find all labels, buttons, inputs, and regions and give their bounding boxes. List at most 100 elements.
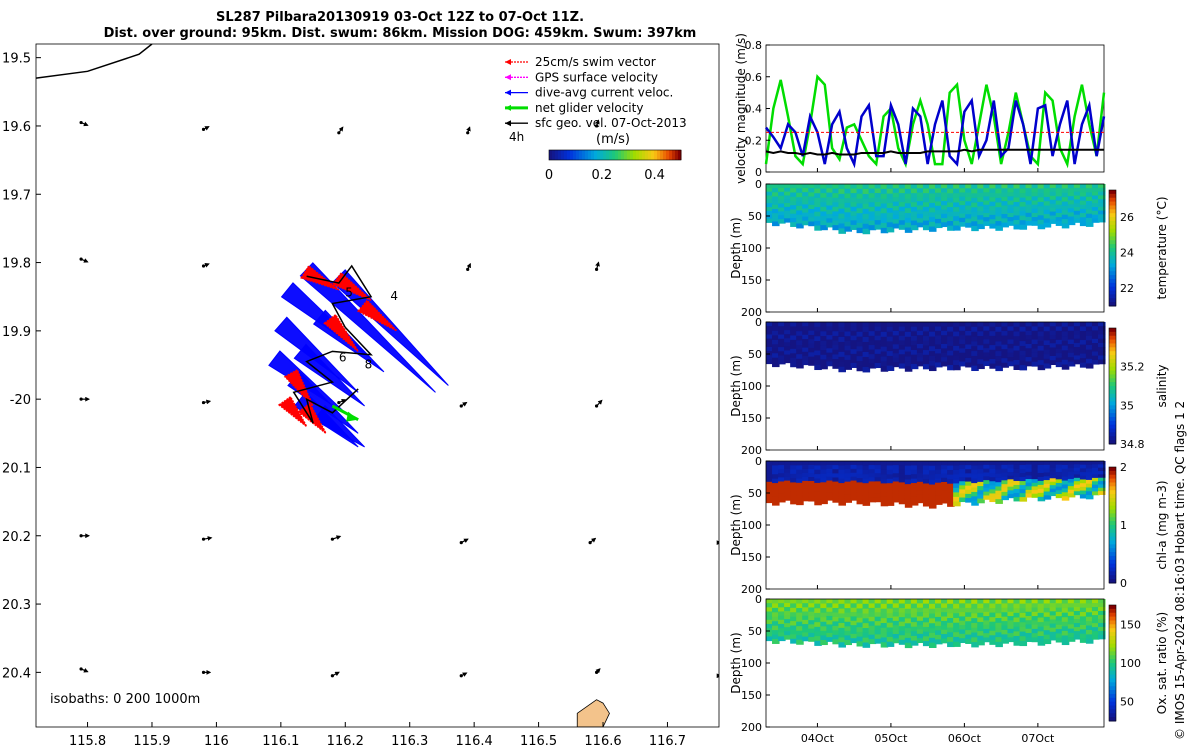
panel-2-cell-30-6	[947, 488, 955, 494]
panel-3-cell-21-0	[892, 599, 901, 604]
panel-0-cell-4-4	[790, 200, 798, 206]
panel-2-cell-32-4	[959, 477, 967, 482]
colorbar-cell-12	[585, 150, 589, 160]
panel-3-cell-18-8	[874, 634, 883, 640]
panel-1-cell-34-8	[971, 360, 979, 367]
panel-2-cell-9-0	[820, 461, 828, 466]
panel-1-y-tick-label-0: 0	[755, 316, 762, 329]
map-y-tick-label-7: 20.2	[2, 530, 31, 545]
panel-3-cell-36-2	[983, 607, 991, 613]
panel-2-cell-25-9	[916, 498, 925, 504]
panel-2-cell-53-8	[1085, 491, 1094, 496]
panel-2-cell-11-3	[832, 473, 840, 478]
panel-2-cell-14-2	[850, 468, 859, 474]
panel-0-cell-32-1	[959, 188, 967, 193]
panel-3-cell-14-2	[850, 607, 859, 613]
panel-3-cell-37-7	[989, 630, 997, 636]
panel-0-cell-21-7	[892, 214, 901, 220]
panel-0-cell-49-0	[1061, 184, 1070, 189]
panel-2-cell-53-6	[1085, 483, 1094, 488]
panel-2-cell-8-3	[814, 474, 822, 480]
panel-2-cell-31-0	[953, 461, 961, 466]
panel-3-cell-34-6	[971, 627, 979, 634]
panel-0-cell-45-2	[1037, 192, 1046, 198]
panel-0-cell-4-6	[790, 209, 798, 215]
panel-2-cell-46-1	[1043, 464, 1052, 470]
panel-2-cell-33-1	[965, 465, 973, 470]
panel-0-cell-33-7	[965, 214, 973, 220]
panel-3-colorbar-cell-14	[1109, 659, 1116, 664]
panel-3-cell-36-7	[983, 628, 991, 634]
panel-3-cell-40-0	[1007, 599, 1015, 604]
panel-3-cell-19-4	[880, 618, 889, 624]
panel-1-cell-34-2	[971, 331, 979, 338]
panel-3-cell-25-9	[916, 638, 925, 644]
panel-0-cell-43-9	[1025, 221, 1034, 226]
panel-1-cell-2-1	[778, 326, 786, 331]
panel-2-cell-15-4	[856, 478, 865, 483]
panel-3-cell-2-1	[778, 603, 786, 608]
panel-1-cell-25-0	[916, 322, 925, 327]
panel-0-cell-10-0	[826, 184, 834, 189]
panel-1-cell-1-9	[772, 362, 780, 368]
track-label-0: 5	[345, 286, 353, 300]
panel-1-cell-20-0	[886, 322, 895, 328]
panel-3-cell-46-1	[1043, 603, 1052, 609]
panel-3-cell-9-0	[820, 599, 828, 605]
panel-1-cell-54-6	[1091, 347, 1100, 352]
panel-2-cell-29-9	[941, 498, 949, 504]
panel-1-cell-31-5	[953, 345, 961, 352]
panel-0-cell-45-6	[1037, 210, 1046, 216]
panel-3-cell-13-9	[844, 640, 853, 646]
panel-2-cell-23-5	[904, 484, 913, 490]
panel-2-cell-25-8	[916, 494, 925, 500]
panel-3-colorbar-cell-10	[1109, 643, 1116, 649]
panel-2-colorbar-cell-21	[1109, 548, 1116, 553]
panel-3-cell-20-5	[886, 622, 895, 628]
panel-1-cell-22-4	[898, 340, 907, 346]
panel-2-cell-25-7	[916, 490, 925, 495]
panel-0-cell-2-0	[778, 184, 786, 189]
panel-1-cell-0-8	[766, 355, 774, 360]
panel-3-cell-6-5	[802, 619, 810, 625]
panel-1-y-tick-label-2: 100	[741, 380, 762, 393]
panel-0-colorbar-cell-18	[1109, 259, 1116, 264]
panel-1-cell-28-2	[935, 330, 943, 336]
panel-0-cell-50-9	[1067, 220, 1076, 226]
panel-0-cell-40-6	[1007, 208, 1015, 214]
panel-0-cell-1-2	[772, 192, 780, 197]
panel-0-cell-16-2	[862, 193, 871, 200]
panel-1-cell-35-6	[977, 349, 985, 356]
panel-1-cell-43-6	[1025, 348, 1034, 354]
panel-1-cell-14-1	[850, 326, 859, 332]
panel-3-cell-1-1	[772, 603, 780, 609]
map-y-tick-label-0: 19.5	[2, 52, 31, 67]
panel-0-cell-10-2	[826, 192, 834, 198]
panel-1-cell-34-9	[971, 365, 979, 372]
panel-1-colorbar-cell-20	[1109, 405, 1116, 410]
panel-1-cell-47-4	[1049, 339, 1058, 344]
panel-0-cell-13-9	[844, 226, 853, 232]
panel-2-cell-3-4	[784, 476, 792, 482]
panel-3-cell-52-0	[1079, 599, 1088, 604]
panel-3-cell-11-5	[832, 621, 840, 627]
panel-3-cell-33-6	[965, 625, 973, 631]
panel-1-colorbar-cell-4	[1109, 343, 1116, 348]
panel-3-colorbar-frame	[1108, 604, 1117, 722]
panel-1-cell-52-7	[1079, 353, 1088, 359]
panel-2-cell-31-6	[953, 487, 961, 493]
panel-2-cell-14-4	[850, 476, 859, 482]
panel-1-cell-37-0	[989, 322, 997, 328]
panel-2-cell-5-2	[796, 469, 804, 475]
panel-0-cell-6-8	[802, 216, 810, 222]
panel-3-cell-53-8	[1085, 634, 1094, 640]
panel-3-cell-45-1	[1037, 603, 1046, 609]
panel-0-cell-28-0	[935, 184, 943, 189]
panel-1-cell-45-6	[1037, 350, 1046, 356]
panel-0-cell-36-9	[983, 221, 991, 226]
panel-2-cell-42-5	[1019, 481, 1028, 486]
panel-3-cell-17-3	[868, 612, 877, 618]
panel-2-cell-8-4	[814, 478, 822, 484]
panel-1-cell-25-5	[916, 343, 925, 349]
panel-0-cell-5-8	[796, 219, 804, 225]
